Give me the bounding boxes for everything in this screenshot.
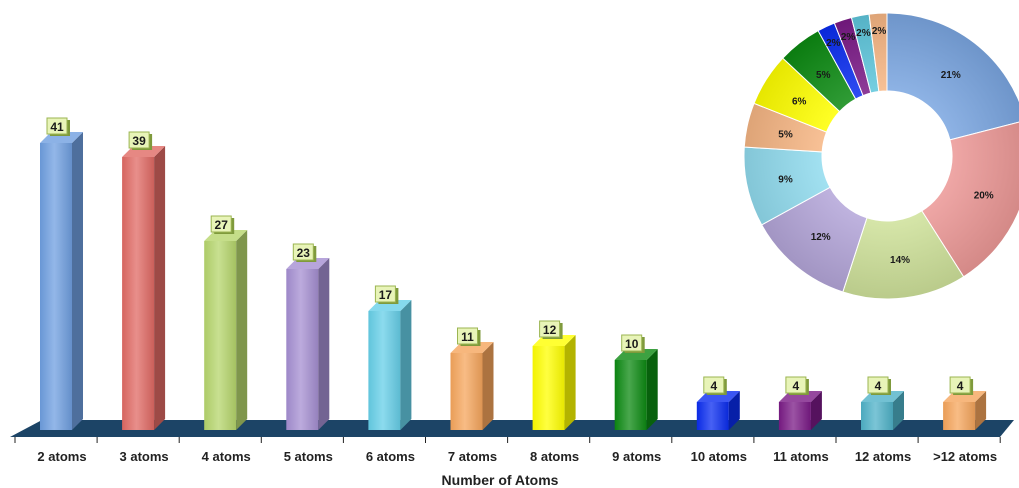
slice-label: 5% — [816, 70, 831, 81]
bar-side — [318, 258, 330, 430]
slice-label: 12% — [811, 232, 831, 243]
value-badge — [128, 131, 150, 149]
slice-label: 2% — [841, 32, 856, 43]
bar: 41 — [40, 117, 83, 430]
bar-series: 41 39 27 23 17 11 12 10 4 4 4 4 — [40, 117, 987, 430]
bar-front — [614, 360, 647, 430]
value-badge — [292, 243, 314, 261]
chart-floor — [10, 420, 1014, 437]
slice-label: 6% — [792, 96, 807, 107]
bar-front — [40, 143, 72, 430]
value-badge — [703, 376, 725, 394]
value-label: 4 — [875, 379, 882, 393]
bar-front — [532, 346, 565, 430]
bar-side — [482, 342, 494, 430]
bar: 17 — [368, 285, 412, 430]
bar: 11 — [450, 327, 494, 430]
value-badge — [46, 117, 68, 135]
category-label: 6 atoms — [366, 449, 415, 464]
value-badge — [457, 327, 478, 345]
bar-side — [728, 391, 740, 430]
bar-side — [646, 349, 658, 430]
bar-front — [696, 402, 729, 430]
value-badge — [949, 376, 971, 394]
value-badge — [374, 285, 396, 303]
bar: 39 — [122, 131, 166, 430]
slice-label: 14% — [890, 255, 910, 266]
bar-front — [204, 241, 237, 430]
value-badge — [785, 376, 807, 394]
bar-side — [564, 335, 576, 430]
value-label: 4 — [710, 379, 717, 393]
bar: 27 — [204, 215, 248, 430]
slice-label: 2% — [872, 26, 887, 37]
donut-slice — [886, 12, 1019, 141]
value-label: 4 — [957, 379, 964, 393]
slice-label: 20% — [974, 190, 994, 201]
category-label: 10 atoms — [691, 449, 747, 464]
value-label: 12 — [543, 323, 557, 337]
bar-front — [861, 402, 893, 430]
category-label: 4 atoms — [202, 449, 251, 464]
bar: 4 — [696, 376, 740, 430]
value-label: 4 — [793, 379, 800, 393]
value-label: 39 — [132, 134, 146, 148]
bar: 12 — [532, 320, 576, 430]
bar-side — [236, 230, 248, 430]
category-label: 5 atoms — [284, 449, 333, 464]
bar-side — [400, 300, 412, 430]
value-badge — [539, 320, 561, 338]
category-label: 8 atoms — [530, 449, 579, 464]
category-label: 2 atoms — [37, 449, 86, 464]
category-label: 3 atoms — [120, 449, 169, 464]
bar: 4 — [778, 376, 822, 430]
value-label: 27 — [215, 218, 229, 232]
slice-label: 2% — [856, 28, 871, 39]
bar: 10 — [614, 334, 658, 430]
value-badge — [621, 334, 643, 352]
bar-side — [154, 146, 166, 430]
bar: 23 — [286, 243, 330, 430]
value-label: 11 — [461, 330, 474, 344]
bar: 4 — [861, 376, 904, 430]
donut-slice — [921, 121, 1019, 278]
bar-side — [975, 391, 987, 430]
bar-front — [450, 353, 483, 430]
category-label: 11 atoms — [773, 449, 829, 464]
slice-label: 9% — [778, 175, 793, 186]
bar-side — [72, 132, 83, 430]
bar-front — [368, 311, 401, 430]
slice-label: 5% — [778, 129, 793, 140]
x-axis-title: Number of Atoms — [442, 472, 559, 488]
value-label: 10 — [625, 337, 639, 351]
value-badge — [210, 215, 232, 233]
donut-slice — [868, 12, 888, 93]
value-label: 23 — [297, 246, 311, 260]
bar-side — [893, 391, 904, 430]
bar-front — [286, 269, 319, 430]
category-label: 9 atoms — [612, 449, 661, 464]
bar-front — [778, 402, 811, 430]
slice-label: 21% — [941, 70, 961, 81]
slice-label: 2% — [826, 38, 841, 49]
category-label: >12 atoms — [933, 449, 997, 464]
donut-chart: 21%20%14%12%9%5%6%5%2%2% 2% 2% — [743, 12, 1019, 300]
bar: 4 — [943, 376, 987, 430]
bar-side — [810, 391, 822, 430]
category-label: 7 atoms — [448, 449, 497, 464]
bar-front — [122, 157, 155, 430]
category-labels: 2 atoms 3 atoms 4 atoms 5 atoms 6 atoms 7 ato… — [14, 437, 1001, 464]
bar-front — [943, 402, 976, 430]
value-badge — [867, 376, 889, 394]
value-label: 17 — [379, 288, 393, 302]
category-label: 12 atoms — [855, 449, 911, 464]
value-label: 41 — [50, 120, 64, 134]
